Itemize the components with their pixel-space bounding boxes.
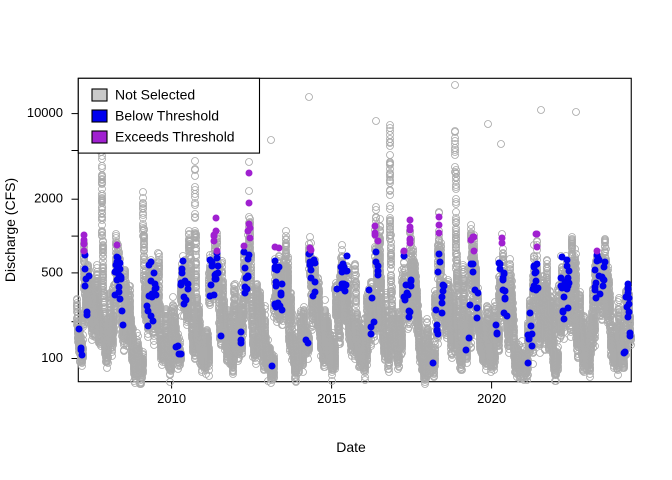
svg-text:Below Threshold: Below Threshold xyxy=(115,108,219,124)
svg-text:2020: 2020 xyxy=(477,391,506,406)
svg-text:Exceeds Threshold: Exceeds Threshold xyxy=(115,129,235,145)
svg-text:2010: 2010 xyxy=(157,391,186,406)
svg-text:2015: 2015 xyxy=(317,391,346,406)
svg-text:10000: 10000 xyxy=(27,105,63,120)
svg-text:Date: Date xyxy=(336,439,366,455)
svg-text:Not Selected: Not Selected xyxy=(115,87,195,103)
svg-text:Discharge (CFS): Discharge (CFS) xyxy=(2,178,18,282)
svg-text:2000: 2000 xyxy=(34,191,63,206)
svg-text:100: 100 xyxy=(41,350,63,365)
svg-text:500: 500 xyxy=(41,264,63,279)
